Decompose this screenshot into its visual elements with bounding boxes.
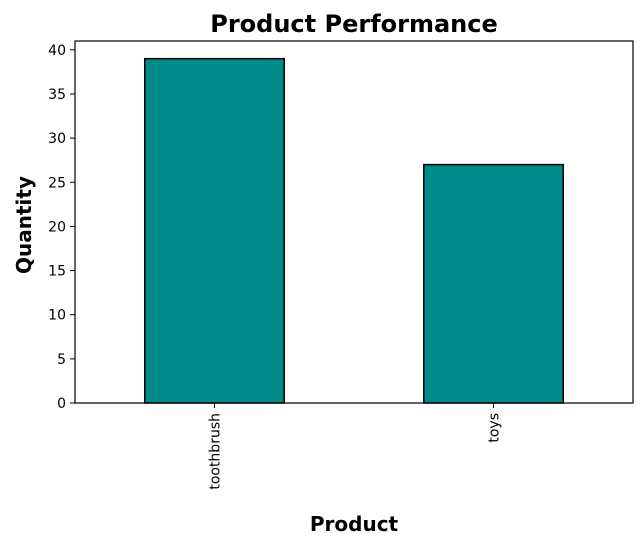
x-tick-label: toys — [487, 413, 503, 443]
plot-area-frame — [74, 40, 634, 404]
y-tick-label: 30 — [48, 131, 66, 147]
y-tick-label: 0 — [57, 396, 66, 412]
bar-toys — [423, 163, 564, 404]
x-axis-label: Product — [310, 512, 399, 536]
y-tick-label: 15 — [48, 264, 66, 280]
y-tick-label: 25 — [48, 175, 66, 191]
y-tick-label: 5 — [57, 352, 66, 368]
y-axis-label: Quantity — [12, 176, 36, 274]
y-tick-label: 10 — [48, 308, 66, 324]
y-tick-label: 20 — [48, 219, 66, 235]
chart-title: Product Performance — [210, 10, 498, 38]
x-axis-ticks: toothbrush toys — [208, 403, 503, 490]
bar-toothbrush — [144, 57, 285, 404]
y-axis-ticks: 0 5 10 15 20 25 30 35 40 — [48, 43, 75, 412]
bars-group — [144, 57, 564, 404]
y-tick-label: 35 — [48, 87, 66, 103]
x-tick-label: toothbrush — [208, 413, 224, 490]
y-tick-label: 40 — [48, 43, 66, 59]
